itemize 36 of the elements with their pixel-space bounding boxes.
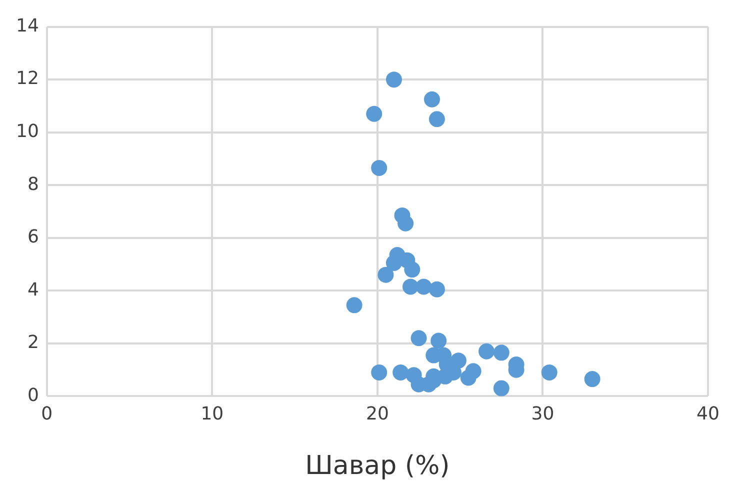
point <box>410 330 427 346</box>
y-tick-label: 10 <box>16 121 39 142</box>
point <box>416 278 432 295</box>
point <box>428 111 445 128</box>
y-tick-label: 14 <box>16 15 39 36</box>
point <box>366 106 382 122</box>
point <box>493 344 510 361</box>
point <box>371 160 388 176</box>
point <box>371 364 388 380</box>
point <box>378 266 394 283</box>
y-tick-label: 4 <box>27 279 39 300</box>
y-tick-label: 12 <box>16 68 39 90</box>
point <box>430 332 447 349</box>
point <box>493 380 510 396</box>
point <box>584 371 600 388</box>
point <box>392 364 409 380</box>
point <box>424 91 440 108</box>
y-tick-label: 6 <box>27 226 39 248</box>
point <box>404 262 420 278</box>
point <box>478 343 495 360</box>
point <box>541 364 558 380</box>
x-tick-label: 10 <box>200 404 224 425</box>
x-tick-label: 30 <box>531 404 554 425</box>
y-tick-label: 8 <box>27 174 39 195</box>
y-tick-label: 0 <box>27 384 39 406</box>
point <box>428 281 445 298</box>
point <box>460 370 476 386</box>
x-tick-label: 20 <box>366 404 389 425</box>
y-tick-label: 2 <box>27 332 39 354</box>
point <box>386 72 402 88</box>
point <box>398 215 414 232</box>
point <box>346 297 362 314</box>
x-axis-title: Шавар (%) <box>305 451 450 482</box>
x-tick-label: 0 <box>41 404 53 425</box>
point <box>402 278 419 295</box>
x-tick-label: 40 <box>696 404 720 425</box>
